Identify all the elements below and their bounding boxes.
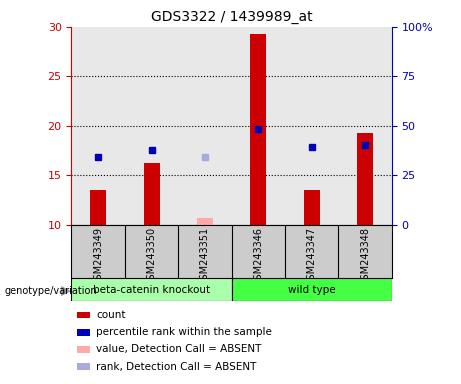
Text: GSM243348: GSM243348 xyxy=(360,227,370,286)
Bar xyxy=(90,190,106,225)
Text: wild type: wild type xyxy=(288,285,336,295)
Polygon shape xyxy=(61,287,70,295)
Text: GSM243350: GSM243350 xyxy=(147,227,157,286)
Text: value, Detection Call = ABSENT: value, Detection Call = ABSENT xyxy=(96,344,261,354)
Bar xyxy=(71,278,231,301)
Text: GSM243351: GSM243351 xyxy=(200,227,210,286)
Title: GDS3322 / 1439989_at: GDS3322 / 1439989_at xyxy=(151,10,313,25)
Bar xyxy=(143,163,160,225)
Bar xyxy=(231,278,392,301)
Bar xyxy=(197,218,213,225)
Text: count: count xyxy=(96,310,125,320)
Text: GSM243349: GSM243349 xyxy=(93,227,103,286)
Bar xyxy=(304,190,320,225)
Bar xyxy=(357,133,373,225)
Text: beta-catenin knockout: beta-catenin knockout xyxy=(93,285,210,295)
Bar xyxy=(250,34,266,225)
Bar xyxy=(77,346,90,353)
Text: GSM243347: GSM243347 xyxy=(307,227,317,286)
Text: percentile rank within the sample: percentile rank within the sample xyxy=(96,327,272,337)
Text: rank, Detection Call = ABSENT: rank, Detection Call = ABSENT xyxy=(96,362,256,372)
Bar xyxy=(77,311,90,318)
Bar xyxy=(77,363,90,370)
Text: GSM243346: GSM243346 xyxy=(254,227,263,286)
Bar xyxy=(77,329,90,336)
Text: genotype/variation: genotype/variation xyxy=(5,286,97,296)
